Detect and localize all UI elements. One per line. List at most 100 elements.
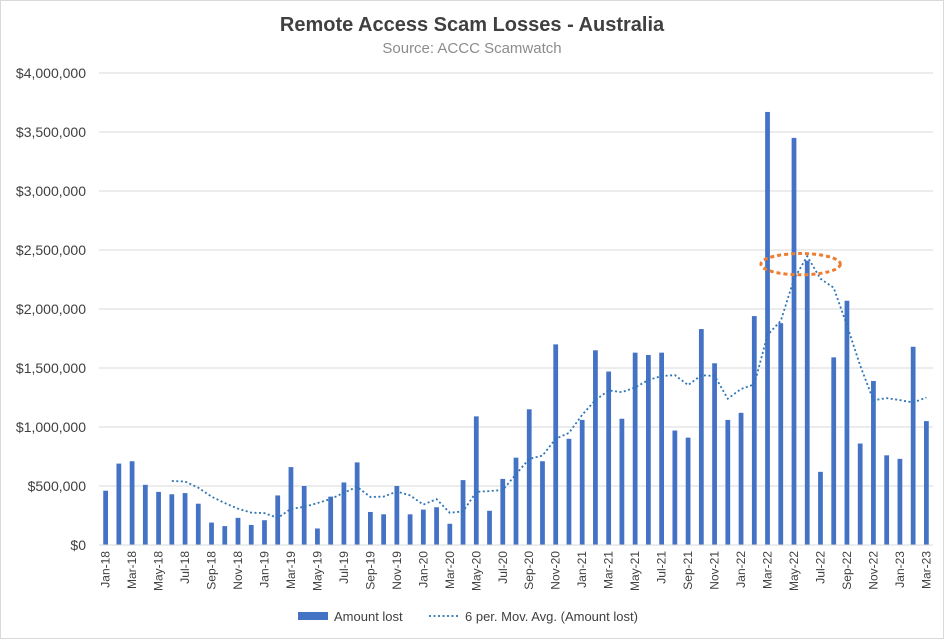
x-tick-label: Mar-19: [284, 551, 298, 589]
bar: [381, 514, 387, 545]
bar: [195, 503, 201, 545]
x-tick-label: Jul-22: [813, 551, 827, 584]
bar: [645, 355, 651, 545]
bar: [884, 455, 890, 545]
y-tick-label: $3,000,000: [16, 183, 86, 199]
x-tick-label: Jan-20: [416, 551, 430, 588]
bar: [540, 461, 545, 545]
bar: [566, 438, 572, 545]
bar: [354, 462, 360, 545]
x-tick-label: Jul-19: [337, 551, 351, 584]
bar: [579, 419, 585, 545]
x-tick-label: Jan-23: [893, 551, 907, 588]
bar: [222, 526, 228, 545]
y-tick-label: $3,500,000: [16, 124, 86, 140]
bar: [407, 514, 413, 545]
bar: [831, 357, 837, 545]
bar: [910, 346, 916, 545]
x-tick-label: Jan-21: [575, 551, 589, 588]
chart-title: Remote Access Scam Losses - Australia: [280, 14, 665, 36]
bar: [288, 467, 294, 545]
bar: [698, 329, 704, 545]
x-tick-label: Jul-20: [496, 551, 510, 584]
x-tick-label: Jan-22: [734, 551, 748, 588]
bar: [169, 494, 175, 545]
bar: [871, 380, 876, 545]
bar: [434, 507, 439, 545]
x-tick-label: Mar-18: [125, 551, 139, 589]
x-tick-label: Sep-21: [681, 551, 695, 590]
x-axis-tick-labels: Jan-18 Mar-18 May-18 Jul-18 Sep-18 Nov-18 Jan-…: [99, 551, 934, 591]
y-tick-label: $1,000,000: [16, 419, 86, 435]
bar: [526, 409, 532, 545]
bar: [513, 457, 519, 545]
bar: [129, 461, 135, 545]
bar: [262, 520, 267, 545]
bar: [447, 523, 453, 545]
bar: [725, 419, 731, 545]
legend-label-moving-average: 6 per. Mov. Avg. (Amount lost): [465, 609, 638, 624]
bar: [712, 363, 717, 545]
bar: [553, 344, 559, 545]
bar: [791, 137, 797, 545]
bar: [500, 478, 506, 545]
bar: [328, 496, 334, 545]
x-tick-label: Nov-21: [708, 551, 722, 590]
bar: [142, 484, 148, 545]
bar: [897, 458, 903, 545]
x-tick-label: Jul-18: [178, 551, 192, 584]
bar: [857, 443, 863, 545]
bar: [738, 412, 744, 545]
x-tick-label: May-22: [787, 551, 801, 591]
bar: [473, 416, 479, 545]
x-tick-label: May-19: [310, 551, 324, 591]
x-tick-label: Nov-20: [549, 551, 563, 590]
x-tick-label: May-20: [469, 551, 483, 591]
x-tick-label: May-18: [152, 551, 166, 591]
bar: [156, 491, 161, 545]
x-tick-label: Jan-18: [99, 551, 113, 588]
bar: [632, 352, 638, 545]
x-tick-label: Nov-22: [866, 551, 880, 590]
x-tick-label: Sep-22: [840, 551, 854, 590]
bar: [672, 430, 678, 545]
x-tick-label: Mar-23: [919, 551, 933, 589]
bar: [923, 421, 929, 545]
bar: [182, 493, 188, 545]
bar: [619, 418, 625, 545]
moving-average-line: [171, 254, 927, 519]
bar: [818, 471, 823, 545]
legend-label-amount-lost: Amount lost: [334, 609, 403, 624]
bar: [341, 482, 347, 545]
bar: [460, 480, 466, 545]
bar: [315, 528, 320, 545]
bar: [209, 522, 214, 545]
bar: [593, 350, 598, 545]
bar: [765, 111, 770, 545]
bar: [751, 316, 757, 545]
legend: Amount lost 6 per. Mov. Avg. (Amount los…: [298, 609, 638, 624]
bar: [235, 517, 241, 545]
y-tick-label: $1,500,000: [16, 360, 86, 376]
x-tick-label: Mar-21: [602, 551, 616, 589]
bar: [367, 511, 373, 545]
bar: [844, 300, 850, 545]
bar: [420, 509, 426, 545]
y-tick-label: $2,000,000: [16, 301, 86, 317]
x-tick-label: Mar-22: [761, 551, 775, 589]
bar: [116, 463, 122, 545]
bar: [248, 524, 254, 545]
y-tick-label: $4,000,000: [16, 65, 86, 81]
bar: [103, 490, 109, 545]
legend-swatch-amount-lost: [298, 612, 328, 620]
y-tick-label: $500,000: [28, 478, 87, 494]
x-tick-label: Jul-21: [655, 551, 669, 584]
bar: [804, 260, 810, 545]
bar: [301, 486, 307, 545]
y-tick-label: $2,500,000: [16, 242, 86, 258]
gridlines: [99, 72, 933, 487]
x-tick-label: Jan-19: [257, 551, 271, 588]
bar: [778, 323, 784, 545]
x-tick-label: May-21: [628, 551, 642, 591]
